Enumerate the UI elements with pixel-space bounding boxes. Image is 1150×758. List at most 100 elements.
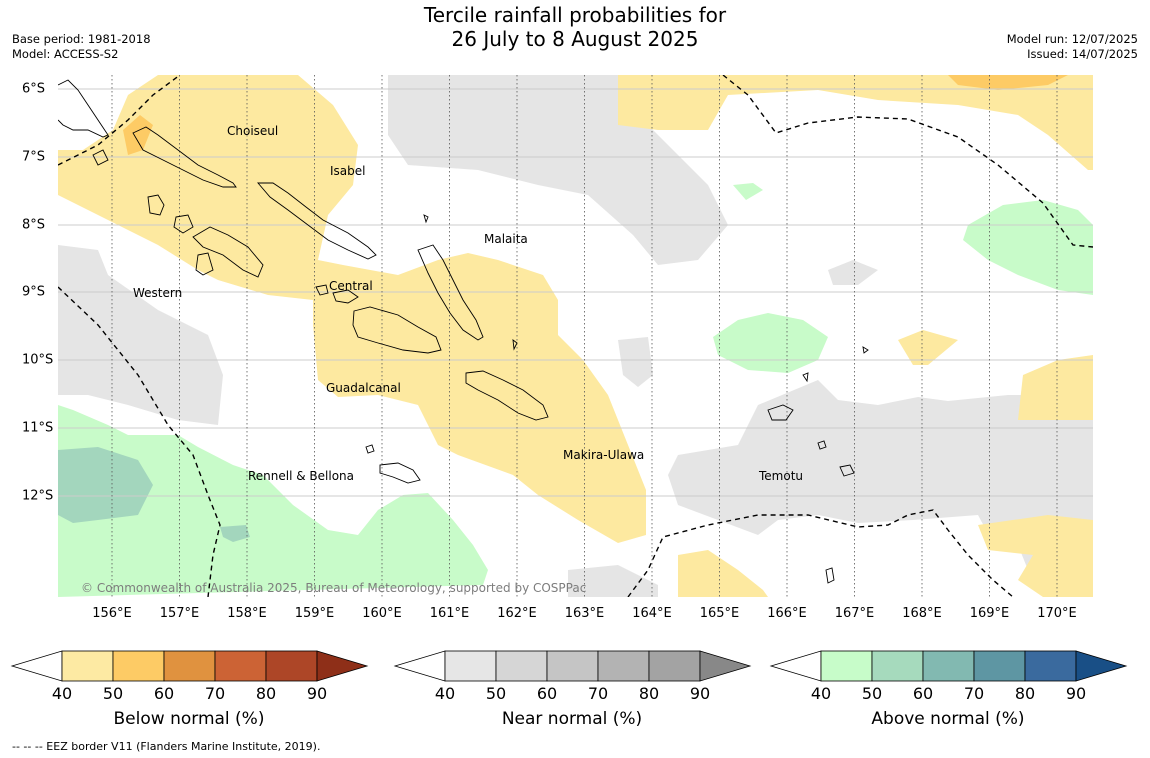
tikopia-coast [825,567,835,584]
lon-tick: 164°E [632,606,672,621]
colorbar-segment [871,650,924,682]
above-normal-region-southwest [58,405,488,597]
region-label-malaita: Malaita [484,232,528,246]
bougainville-coast [58,79,109,138]
colorbar-right-arrow [699,650,752,682]
colorbar-tick: 60 [536,684,558,703]
eez-footer-note: -- -- -- EEZ border V11 (Flanders Marine… [12,740,321,753]
copyright-text: © Commonwealth of Australia 2025, Bureau… [81,581,586,595]
colorbar-tick: 50 [485,684,507,703]
above-normal-regions [58,183,1093,597]
colorbar-tick: 50 [102,684,124,703]
malaita-coast [417,244,484,341]
above-normal-region-east-center [713,313,828,373]
below-normal-50-patch-west [123,115,153,155]
region-label-guadalcanal: Guadalcanal [326,381,401,395]
lon-tick: 159°E [294,606,335,621]
bellona-coast [365,444,375,454]
lat-tick: 8°S [22,217,46,233]
below-normal-region-southeast [978,515,1093,597]
russell-coast [315,284,329,296]
colorbar-segment [1024,650,1077,682]
lon-tick: 170°E [1037,606,1077,621]
new-georgia-coast [192,226,264,278]
colorbar-segment [495,650,548,682]
colorbar-segment [820,650,873,682]
colorbar-above-normal [769,650,1128,682]
colorbar-title-below-normal: Below normal (%) [113,709,265,729]
guadalcanal-coast [352,306,442,354]
colorbars [10,650,1128,682]
small-islet-4 [512,339,518,351]
island-outlines [58,79,869,584]
colorbar-tick: 70 [587,684,609,703]
region-label-temotu: Temotu [759,469,804,483]
eez-border-northwest [58,75,181,166]
near-normal-region-south [568,565,658,597]
above-normal-50-small-patch [220,525,250,542]
near-normal-region-small [618,337,653,387]
colorbar-tick: 90 [689,684,711,703]
colorbar-tick: 80 [638,684,660,703]
colorbar-tick: 90 [1065,684,1087,703]
colorbar-segment [648,650,701,682]
colorbar-tick: 70 [963,684,985,703]
region-label-choiseul: Choiseul [227,124,279,138]
colorbar-tick: 60 [912,684,934,703]
rendova-coast [195,252,214,276]
colorbar-tick: 70 [204,684,226,703]
colorbar-tick: 40 [51,684,73,703]
below-normal-region-north [618,75,1093,170]
lat-tick: 11°S [22,420,54,436]
colorbar-tick: 40 [810,684,832,703]
isabel-coast [257,182,377,260]
above-normal-region-east [963,200,1093,295]
lon-tick: 157°E [159,606,200,621]
colorbar-segment [973,650,1026,682]
lon-tick: 158°E [227,606,267,621]
colorbar-tick: 80 [255,684,277,703]
choiseul-coast [132,126,237,188]
eez-border-south [627,509,1014,597]
map-title-line1: Tercile rainfall probabilities for [423,3,727,27]
near-normal-region-east [668,380,1093,597]
colorbar-segment [214,650,267,682]
lon-tick: 163°E [564,606,605,621]
near-normal-region-east-small [828,260,878,285]
below-normal-region-east [1018,355,1093,420]
colorbar-segment [546,650,599,682]
lon-tick: 165°E [699,606,740,621]
eez-border-west [58,286,221,597]
utupua-coast [817,440,827,450]
above-normal-region-small [733,183,763,200]
region-label-makira-ulawa: Makira-Ulawa [563,448,645,462]
vella-lavella-coast [147,194,165,216]
nggela-coast [332,289,359,304]
lon-tick: 161°E [429,606,470,621]
above-normal-50-patch [58,447,153,523]
lon-tick: 169°E [969,606,1010,621]
model-run-label: Model run: 12/07/2025 [1006,32,1138,46]
colorbar-near-normal [393,650,752,682]
eez-border-north [722,75,1093,248]
lat-tick: 12°S [22,488,54,504]
lon-tick: 156°E [92,606,132,621]
lon-tick: 166°E [767,606,807,621]
small-islet-1 [802,372,809,383]
colorbar-segment [163,650,216,682]
region-label-central: Central [329,279,373,293]
vanikoro-coast [839,464,855,477]
colorbar-tick: 40 [434,684,456,703]
colorbar-right-arrow [316,650,369,682]
colorbar-segment [597,650,650,682]
colorbar-title-above-normal: Above normal (%) [871,709,1025,729]
colorbar-segment [444,650,497,682]
below-normal-50-patch-north [948,75,1068,90]
lat-tick: 9°S [22,284,46,300]
eez-border [58,75,1093,597]
region-label-isabel: Isabel [330,164,366,178]
santa-cruz-coast [767,404,794,421]
base-period-label: Base period: 1981-2018 [12,32,151,46]
model-label: Model: ACCESS-S2 [12,47,119,61]
colorbar-left-arrow [769,650,822,682]
